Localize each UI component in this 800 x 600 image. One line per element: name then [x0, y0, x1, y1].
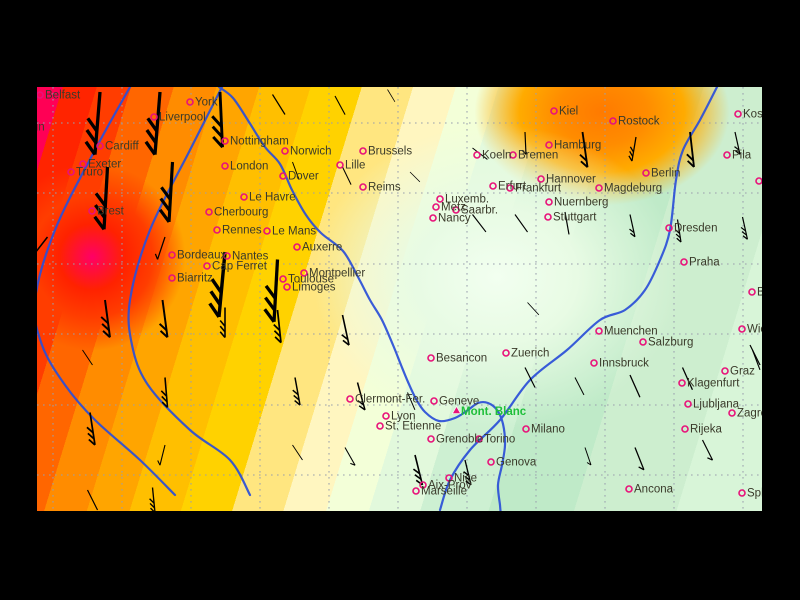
svg-text:Reims: Reims — [368, 182, 401, 194]
svg-text:Koeln: Koeln — [482, 150, 511, 162]
svg-text:Brussels: Brussels — [368, 146, 412, 158]
svg-text:Liverpool: Liverpool — [159, 112, 206, 124]
svg-text:Geneve: Geneve — [439, 396, 479, 408]
svg-text:Innsbruck: Innsbruck — [599, 358, 649, 370]
svg-text:Metz: Metz — [441, 202, 466, 214]
svg-text:London: London — [230, 161, 268, 173]
svg-text:Wien: Wien — [747, 324, 762, 336]
svg-text:York: York — [195, 97, 218, 109]
svg-text:Belfast: Belfast — [45, 90, 81, 102]
svg-text:Pila: Pila — [732, 150, 752, 162]
svg-text:Hannover: Hannover — [546, 174, 596, 186]
svg-text:Besancon: Besancon — [436, 353, 487, 365]
svg-text:Dublin: Dublin — [37, 122, 45, 134]
svg-text:Split: Split — [747, 488, 762, 500]
svg-text:Praha: Praha — [689, 257, 720, 269]
svg-text:Koszalin: Koszalin — [743, 109, 762, 121]
svg-text:Toulouse: Toulouse — [288, 274, 334, 286]
svg-text:Klagenfurt: Klagenfurt — [687, 378, 740, 390]
svg-text:Lille: Lille — [345, 160, 365, 172]
svg-text:Genova: Genova — [496, 457, 537, 469]
svg-text:Mont. Blanc: Mont. Blanc — [461, 406, 527, 418]
svg-text:Hamburg: Hamburg — [554, 140, 601, 152]
svg-text:Zagreb: Zagreb — [737, 408, 762, 420]
svg-text:Nancy: Nancy — [438, 213, 471, 225]
svg-text:Auxerre: Auxerre — [302, 242, 342, 254]
svg-text:Stuttgart: Stuttgart — [553, 212, 597, 224]
svg-text:Brest: Brest — [97, 206, 125, 218]
svg-text:Dresden: Dresden — [674, 223, 717, 235]
svg-text:Norwich: Norwich — [290, 146, 332, 158]
svg-text:Berlin: Berlin — [651, 168, 680, 180]
svg-text:Milano: Milano — [531, 424, 565, 436]
svg-text:Zuerich: Zuerich — [511, 348, 549, 360]
svg-text:Biarritz: Biarritz — [177, 273, 213, 285]
svg-text:Truro: Truro — [76, 167, 103, 179]
svg-text:Cherbourg: Cherbourg — [214, 207, 268, 219]
svg-text:Nice: Nice — [454, 473, 477, 485]
svg-text:Magdeburg: Magdeburg — [604, 183, 662, 195]
svg-text:Cardiff: Cardiff — [105, 141, 139, 153]
svg-text:Marseille: Marseille — [421, 486, 467, 498]
svg-text:Bordeaux: Bordeaux — [177, 250, 226, 262]
svg-text:Graz: Graz — [730, 366, 755, 378]
svg-text:Bremen: Bremen — [518, 150, 558, 162]
svg-text:Ancona: Ancona — [634, 484, 674, 496]
svg-text:Dover: Dover — [288, 171, 319, 183]
svg-text:Cap Ferret: Cap Ferret — [212, 261, 268, 273]
svg-text:Le Havre: Le Havre — [249, 192, 296, 204]
svg-text:Torino: Torino — [484, 434, 515, 446]
svg-text:Kiel: Kiel — [559, 106, 578, 118]
svg-text:Rennes: Rennes — [222, 225, 262, 237]
svg-text:Clermont-Fer.: Clermont-Fer. — [355, 394, 425, 406]
svg-text:Le Mans: Le Mans — [272, 226, 316, 238]
svg-text:Brno: Brno — [757, 287, 762, 299]
svg-text:Nottingham: Nottingham — [230, 136, 289, 148]
svg-text:Ljubljana: Ljubljana — [693, 399, 740, 411]
svg-text:Rijeka: Rijeka — [690, 424, 723, 436]
svg-text:Salzburg: Salzburg — [648, 337, 693, 349]
svg-text:Nuernberg: Nuernberg — [554, 197, 608, 209]
svg-text:Grenoble: Grenoble — [436, 434, 483, 446]
svg-text:Rostock: Rostock — [618, 116, 660, 128]
svg-text:St. Etienne: St. Etienne — [385, 421, 441, 433]
